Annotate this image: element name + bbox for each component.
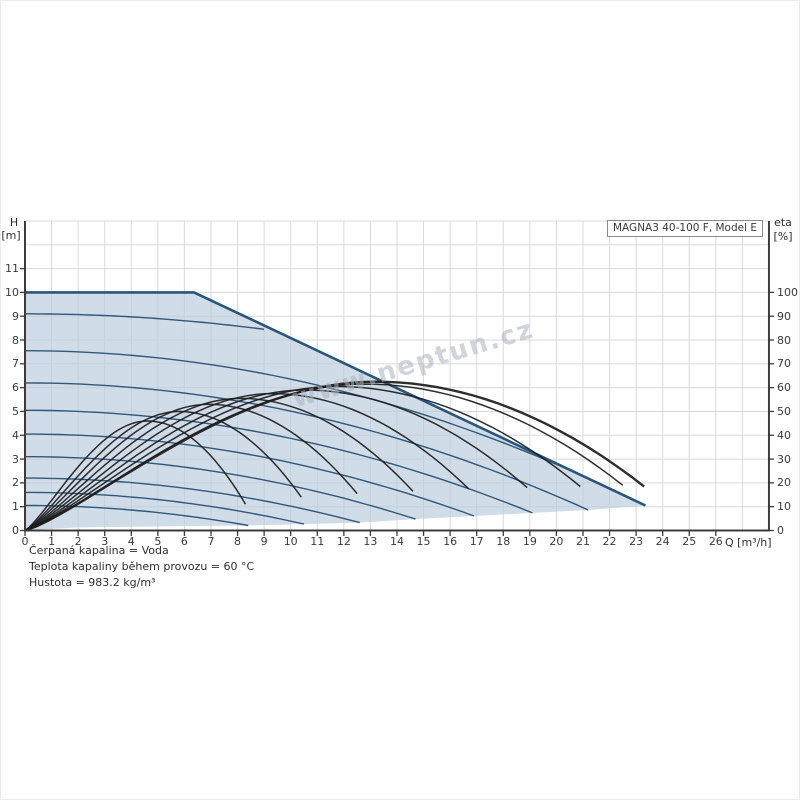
x-tick-label: 9 [260,535,268,548]
y-left-tick-label: 4 [12,428,19,442]
x-tick-label: 0 [21,535,29,548]
speed-curve [25,313,265,330]
y-left-tick-label: 1 [12,500,19,514]
right-axis-unit: [%] [773,230,793,243]
x-tick-label: 2 [74,535,82,548]
y-right-tick-label: 100 [777,285,798,299]
x-tick-label: 5 [154,535,162,548]
chart-title-box: MAGNA3 40-100 F, Model E [607,220,763,237]
x-tick-label: 1 [48,535,56,548]
speed-curve [25,409,533,514]
y-right-tick-label: 60 [777,381,791,395]
efficiency-curve [24,403,358,532]
x-tick-label: 16 [443,535,458,548]
y-right-tick-label: 40 [777,428,791,442]
y-left-tick-label: 8 [12,333,19,347]
x-tick-label: 3 [101,535,109,548]
envelope-fill [25,292,646,531]
x-tick-label: 6 [180,535,188,548]
x-tick-label: 10 [283,535,298,548]
speed-curve [24,382,589,511]
x-tick-label: 17 [469,535,484,548]
efficiency-curve [24,410,302,532]
efficiency-curve [24,420,247,532]
max-speed-curve [25,291,646,507]
y-right-tick-label: 50 [777,404,791,418]
x-tick-label: 14 [389,535,404,548]
x-tick-label: 15 [416,535,431,548]
y-right-tick-label: 0 [777,524,784,537]
x-tick-label: 13 [363,535,378,548]
x-tick-label: 26 [708,535,723,548]
right-axis-title: eta [774,216,792,229]
efficiency-curve [24,389,528,532]
x-tick-label: 24 [655,535,670,548]
y-right-tick-label: 10 [777,500,791,514]
y-left-tick-label: 7 [12,357,19,371]
y-right-tick-label: 70 [777,357,791,371]
speed-curve [25,433,475,517]
x-tick-label: 25 [682,535,697,548]
footer-line-temperature: Teplota kapaliny během provozu = 60 °C [29,560,255,573]
y-left-tick-label: 9 [12,309,19,323]
speed-curve [25,491,305,525]
x-tick-label: 22 [602,535,617,548]
y-left-tick-label: 0 [12,524,19,537]
y-left-tick-label: 10 [5,285,19,299]
x-tick-label: 21 [575,535,590,548]
y-left-tick-label: 11 [5,262,19,276]
x-tick-label: 4 [127,535,135,548]
y-right-tick-label: 80 [777,333,791,347]
y-left-tick-label: 3 [12,452,19,466]
left-axis-unit: [m] [1,229,21,242]
y-left-tick-label: 2 [12,476,19,490]
x-tick-label: 18 [496,535,511,548]
y-right-tick-label: 30 [777,452,791,466]
y-left-tick-label: 5 [12,404,19,418]
efficiency-curve [24,385,581,532]
x-tick-label: 8 [234,535,242,548]
footer-line-fluid: Čerpaná kapalina = Voda [29,544,169,557]
x-tick-label: 7 [207,535,215,548]
efficiency-curve [24,392,470,532]
x-tick-label: 11 [310,535,325,548]
bottom-axis-unit: Q [m³/h] [725,536,772,549]
efficiency-curve [24,380,645,532]
y-left-tick-label: 6 [12,381,19,395]
x-tick-label: 19 [522,535,537,548]
footer-line-density: Hustota = 983.2 kg/m³ [29,576,156,589]
y-right-tick-label: 20 [777,476,791,490]
speed-curve [25,456,416,520]
left-axis-title: H [9,216,19,229]
x-tick-label: 23 [629,535,644,548]
y-right-tick-label: 90 [777,309,791,323]
efficiency-curve [24,397,414,532]
x-tick-label: 20 [549,535,564,548]
x-tick-label: 12 [336,535,351,548]
